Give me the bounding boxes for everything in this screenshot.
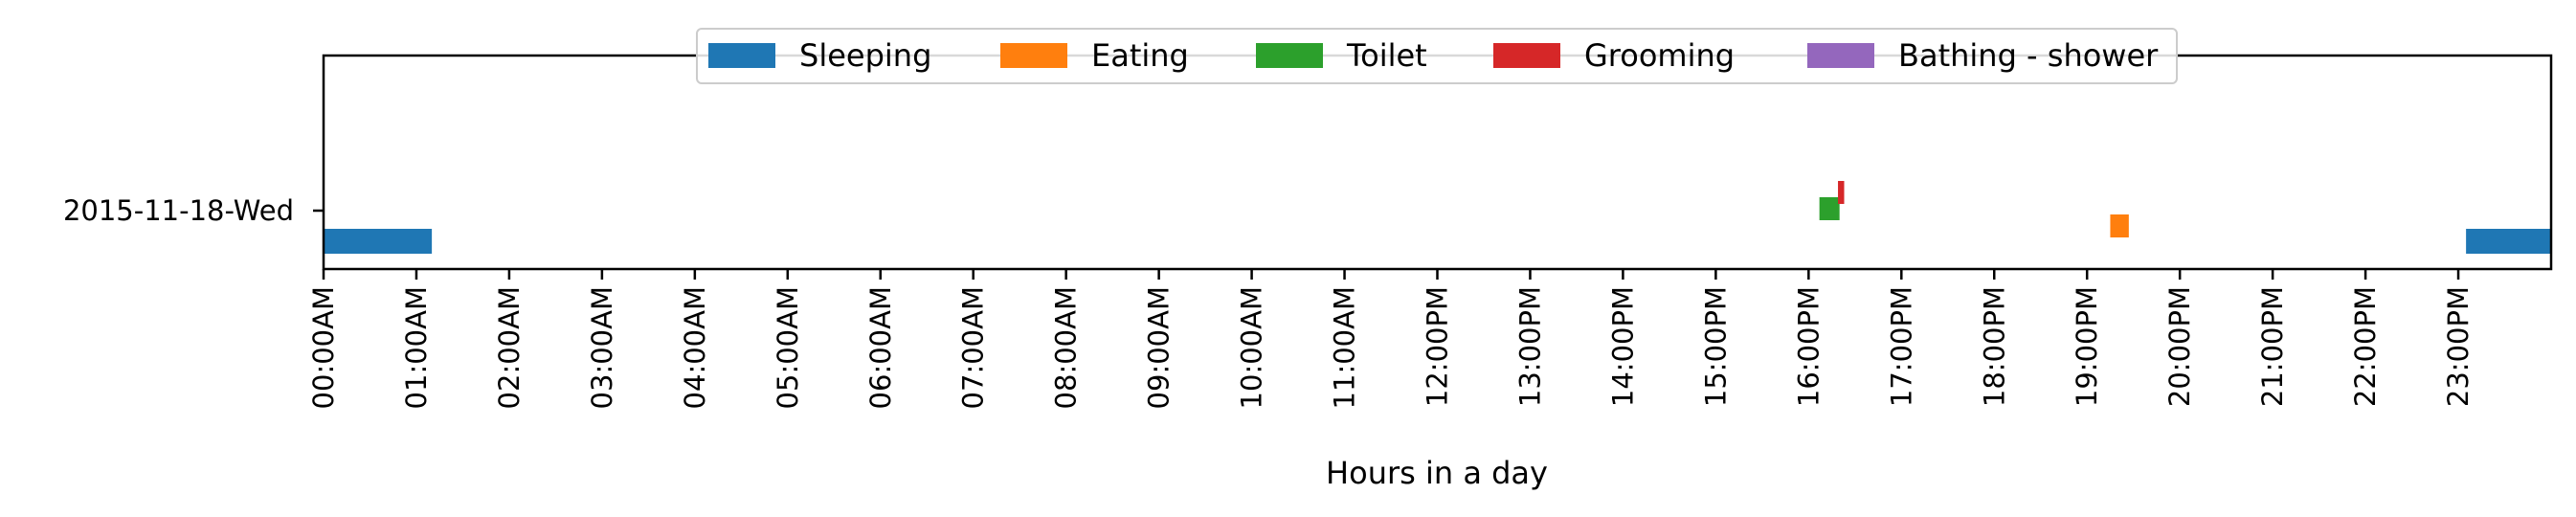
x-tick-label: 21:00PM: [2256, 286, 2289, 407]
activity-bar-eating: [2110, 214, 2129, 237]
x-tick-label: 12:00PM: [1422, 286, 1454, 407]
x-tick-label: 14:00PM: [1606, 286, 1639, 407]
legend-label: Sleeping: [799, 37, 931, 74]
x-tick-label: 02:00AM: [493, 286, 526, 409]
legend-label: Eating: [1091, 37, 1189, 74]
x-tick-label: 10:00AM: [1236, 286, 1268, 409]
x-tick-label: 18:00PM: [1978, 286, 2010, 407]
x-tick-label: 13:00PM: [1513, 286, 1546, 407]
x-tick-label: 01:00AM: [400, 286, 433, 409]
x-axis: 00:00AM 01:00AM 02:00AM 03:00AM 04:00AM 05:00…: [307, 269, 2475, 409]
y-tick-label: 2015-11-18-Wed: [63, 194, 294, 227]
activity-bars: [324, 181, 2551, 254]
legend-label: Toilet: [1346, 37, 1427, 74]
legend: Sleeping Eating Toilet Grooming Bathing - sh…: [696, 28, 2178, 84]
x-tick-label: 17:00PM: [1885, 286, 1917, 407]
y-axis: 2015-11-18-Wed: [63, 194, 324, 227]
x-tick-label: 07:00AM: [957, 286, 990, 409]
x-tick-label: 23:00PM: [2442, 286, 2475, 407]
x-tick-label: 16:00PM: [1792, 286, 1825, 407]
x-tick-label: 19:00PM: [2071, 286, 2103, 407]
x-tick-label: 22:00PM: [2349, 286, 2382, 407]
x-tick-label: 15:00PM: [1699, 286, 1732, 407]
x-tick-label: 08:00AM: [1050, 286, 1083, 409]
x-tick-label: 09:00AM: [1143, 286, 1176, 409]
legend-swatch: [708, 43, 775, 68]
x-tick-label: 03:00AM: [586, 286, 618, 409]
legend-label: Grooming: [1584, 37, 1735, 74]
legend-swatch: [1807, 43, 1874, 68]
activity-bar-toilet: [1819, 197, 1840, 220]
x-tick-label: 05:00AM: [772, 286, 804, 409]
x-tick-label: 11:00AM: [1329, 286, 1361, 409]
x-tick-label: 06:00AM: [864, 286, 897, 409]
activity-bar-sleeping: [2466, 229, 2551, 254]
x-tick-label: 00:00AM: [307, 286, 340, 409]
legend-swatch: [1493, 43, 1560, 68]
plot-frame: [322, 54, 2553, 271]
activity-bar-sleeping: [324, 229, 433, 254]
legend-label: Bathing - shower: [1898, 37, 2159, 74]
activity-bar-grooming: [1838, 181, 1845, 204]
x-axis-label: Hours in a day: [1326, 455, 1548, 491]
legend-swatch: [1000, 43, 1067, 68]
legend-box: [696, 28, 2178, 84]
x-tick-label: 04:00AM: [679, 286, 711, 409]
x-tick-label: 20:00PM: [2163, 286, 2196, 407]
legend-swatch: [1256, 43, 1323, 68]
